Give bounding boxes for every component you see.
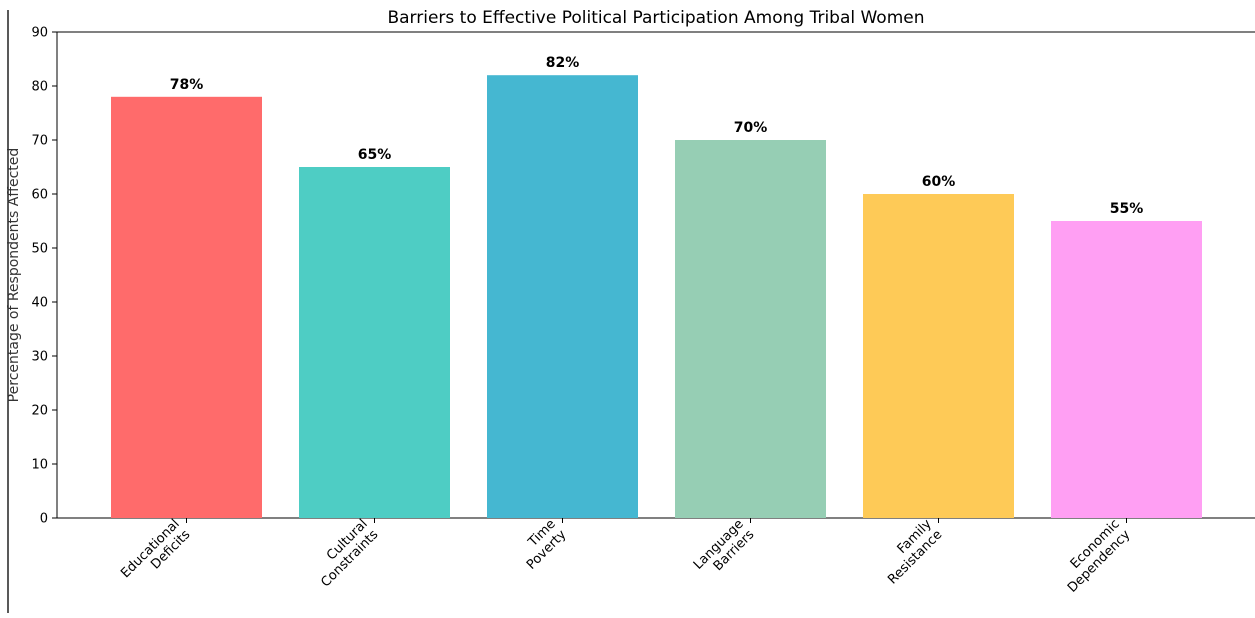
plot-area: 010203040506070809078%EducationalDeficit… bbox=[31, 26, 1255, 596]
data-label: 78% bbox=[170, 77, 204, 93]
bar bbox=[675, 140, 826, 518]
y-tick-label: 0 bbox=[40, 512, 48, 527]
data-label: 60% bbox=[922, 174, 956, 190]
data-label: 65% bbox=[358, 147, 392, 163]
y-tick-label: 80 bbox=[31, 80, 48, 95]
y-tick-label: 40 bbox=[31, 296, 48, 311]
y-tick-label: 20 bbox=[31, 404, 48, 419]
bar bbox=[487, 75, 638, 518]
data-label: 82% bbox=[546, 55, 580, 71]
y-tick-label: 50 bbox=[31, 242, 48, 257]
bar bbox=[299, 167, 450, 518]
bar bbox=[863, 194, 1014, 518]
y-tick-label: 60 bbox=[31, 188, 48, 203]
data-label: 55% bbox=[1110, 201, 1144, 217]
y-tick-label: 70 bbox=[31, 134, 48, 149]
bar bbox=[1051, 221, 1202, 518]
chart-title: Barriers to Effective Political Particip… bbox=[387, 8, 924, 28]
y-axis-label: Percentage of Respondents Affected bbox=[6, 148, 22, 403]
data-label: 70% bbox=[734, 120, 768, 136]
y-tick-label: 90 bbox=[31, 26, 48, 41]
y-tick-label: 10 bbox=[31, 458, 48, 473]
bar bbox=[111, 96, 262, 519]
y-tick-label: 30 bbox=[31, 350, 48, 365]
